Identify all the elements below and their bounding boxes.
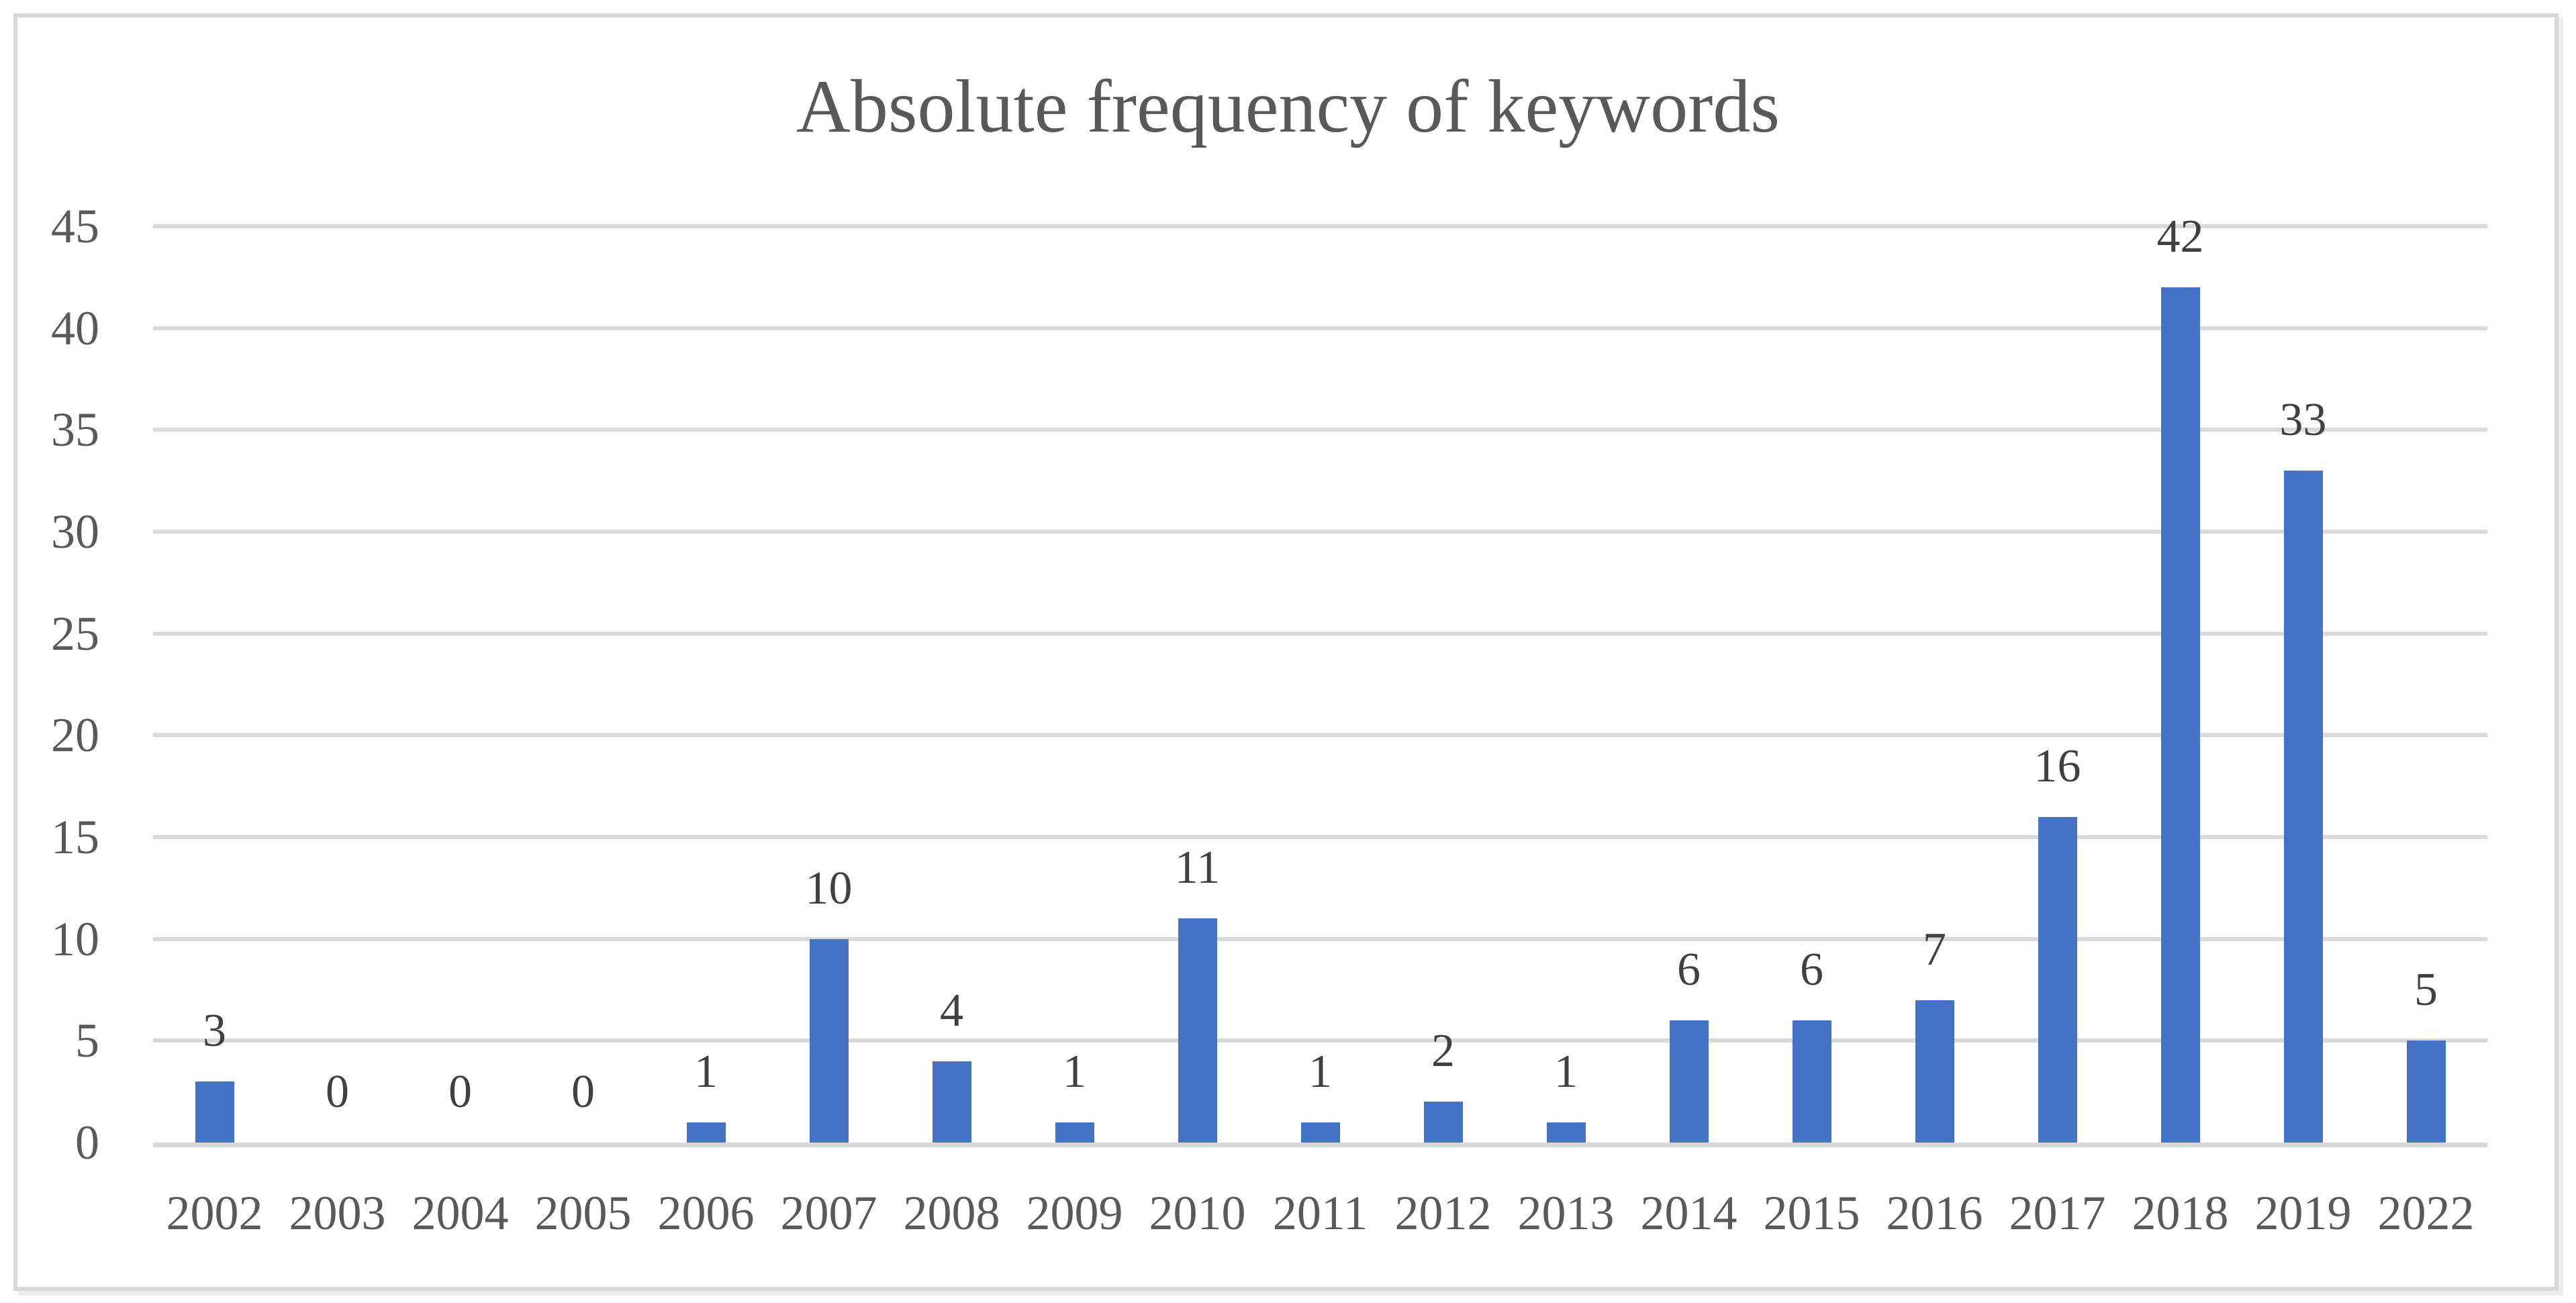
bar-slot: 16 [1996, 226, 2119, 1143]
x-tick-label: 2007 [780, 1186, 877, 1240]
bar-slot: 1 [1013, 226, 1136, 1143]
gridline [153, 1039, 2487, 1043]
x-tick-label: 2014 [1640, 1186, 1737, 1240]
bar [1546, 1122, 1586, 1143]
x-tick-label: 2018 [2132, 1186, 2229, 1240]
x-tick-label: 2009 [1026, 1186, 1123, 1240]
y-tick-label: 0 [75, 1116, 99, 1169]
bar [195, 1081, 234, 1143]
gridline [153, 530, 2487, 534]
bar-slot: 1 [1505, 226, 1627, 1143]
x-tick-label: 2010 [1149, 1186, 1246, 1240]
y-tick-label: 45 [51, 199, 99, 253]
gridline [153, 936, 2487, 941]
bar-slot: 3 [153, 226, 276, 1143]
x-tick-label: 2011 [1272, 1186, 1368, 1240]
plot-area: 3 0 0 0 1 10 4 1 11 1 2 1 6 6 7 16 42 33 5 [153, 213, 2487, 1147]
bar-slot: 4 [890, 226, 1013, 1143]
y-tick-label: 5 [75, 1014, 99, 1068]
data-label: 7 [1923, 923, 1946, 975]
bar-slot: 0 [276, 226, 399, 1143]
x-tick-label: 2016 [1886, 1186, 1983, 1240]
bar-slot: 1 [645, 226, 767, 1143]
y-tick-label: 20 [51, 708, 99, 763]
y-tick-label: 35 [51, 403, 99, 457]
bar-slot: 0 [399, 226, 522, 1143]
data-label: 1 [1308, 1045, 1332, 1098]
x-tick-label: 2019 [2254, 1186, 2352, 1240]
bar [809, 938, 849, 1143]
bar-slot: 0 [522, 226, 645, 1143]
data-label: 0 [326, 1066, 349, 1118]
data-label: 5 [2414, 964, 2438, 1016]
bar-slot: 5 [2365, 226, 2487, 1143]
bar-slot: 42 [2119, 213, 2242, 1143]
gridline [153, 631, 2487, 636]
bar [686, 1122, 726, 1143]
bar [1055, 1122, 1094, 1143]
bar [1300, 1122, 1340, 1143]
data-label: 2 [1431, 1025, 1455, 1077]
gridline [153, 326, 2487, 330]
x-axis: 2002 2003 2004 2005 2006 2007 2008 2009 2010 2011… [153, 1187, 2487, 1249]
data-label: 6 [1800, 944, 1823, 996]
x-tick-label: 2004 [412, 1186, 509, 1240]
bar [1915, 1000, 1954, 1143]
data-label: 4 [940, 984, 963, 1036]
bar [1669, 1020, 1709, 1143]
bar-slot: 1 [1259, 226, 1382, 1143]
y-tick-label: 30 [51, 505, 99, 559]
data-label: 0 [571, 1066, 595, 1118]
y-tick-label: 25 [51, 606, 99, 661]
y-axis: 0 5 10 15 20 25 30 35 40 45 [0, 202, 99, 1167]
bar-slot: 7 [1873, 226, 1996, 1143]
x-tick-label: 2017 [2009, 1186, 2106, 1240]
data-label: 1 [1554, 1045, 1578, 1098]
x-tick-label: 2006 [657, 1186, 755, 1240]
x-tick-label: 2008 [903, 1186, 1000, 1240]
x-tick-label: 2002 [166, 1186, 263, 1240]
data-label: 0 [448, 1066, 472, 1118]
bar [1423, 1102, 1463, 1143]
bar-slot: 6 [1750, 226, 1873, 1143]
x-tick-label: 2015 [1763, 1186, 1860, 1240]
gridline [153, 835, 2487, 839]
y-tick-label: 15 [51, 810, 99, 864]
x-tick-label: 2013 [1517, 1186, 1615, 1240]
x-tick-label: 2022 [2377, 1186, 2475, 1240]
data-label: 33 [2279, 394, 2327, 446]
bar-slot: 33 [2242, 226, 2365, 1143]
gridline [153, 224, 2487, 228]
bar-slot: 2 [1382, 226, 1505, 1143]
data-label: 1 [1063, 1045, 1086, 1098]
bar [1792, 1020, 1831, 1143]
bar-slot: 11 [1136, 226, 1259, 1143]
data-label: 42 [2156, 211, 2204, 262]
gridline [153, 428, 2487, 432]
x-tick-label: 2005 [534, 1186, 632, 1240]
bar [1178, 918, 1217, 1143]
x-tick-label: 2003 [289, 1186, 386, 1240]
bar-slot: 6 [1627, 226, 1750, 1143]
bar [2283, 471, 2323, 1143]
bar-slot: 10 [767, 226, 890, 1143]
data-label: 11 [1174, 842, 1221, 894]
data-label: 3 [203, 1005, 226, 1057]
y-tick-label: 10 [51, 912, 99, 966]
bar [932, 1061, 971, 1143]
data-label: 1 [694, 1045, 718, 1098]
bar [2406, 1041, 2446, 1143]
bar [2038, 816, 2077, 1143]
x-axis-baseline [153, 1143, 2487, 1147]
data-label: 10 [805, 862, 853, 914]
data-label: 6 [1677, 944, 1701, 996]
bar [2160, 287, 2200, 1143]
gridline [153, 733, 2487, 738]
y-tick-label: 40 [51, 301, 99, 355]
data-label: 16 [2034, 740, 2081, 792]
x-tick-label: 2012 [1394, 1186, 1492, 1240]
chart-title: Absolute frequency of keywords [796, 65, 1780, 148]
